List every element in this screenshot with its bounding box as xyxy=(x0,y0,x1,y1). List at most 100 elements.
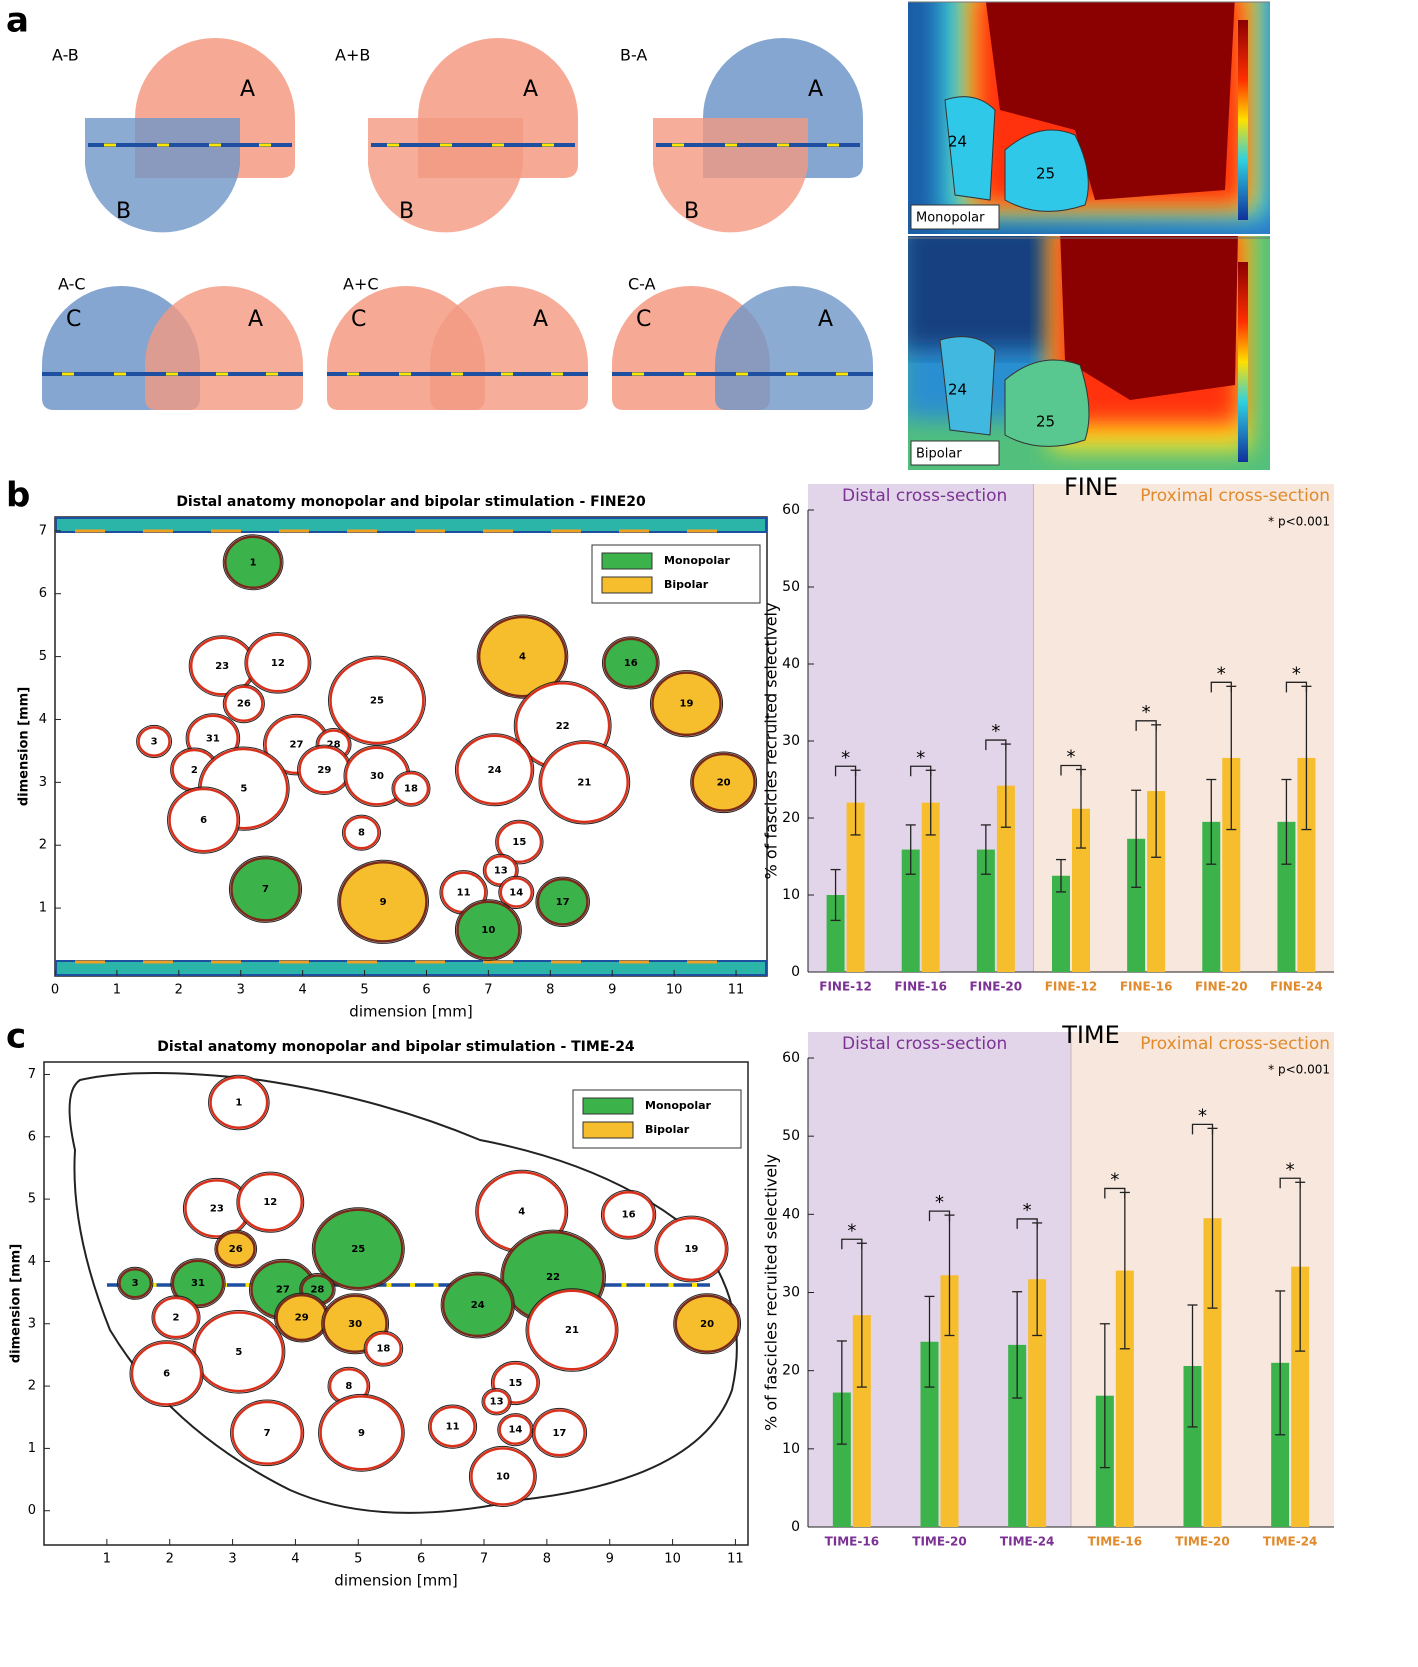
x-tick-label: FINE-12 xyxy=(1045,980,1098,994)
y-tick-label: 30 xyxy=(782,1285,800,1301)
bar xyxy=(1147,791,1166,972)
fascicle-label: 12 xyxy=(271,658,285,669)
fascicle-outline xyxy=(167,786,241,854)
fascicle-outline xyxy=(601,636,660,690)
significance-bracket xyxy=(910,765,932,777)
electrode xyxy=(55,960,767,976)
bar xyxy=(1028,1279,1047,1527)
bar xyxy=(1072,808,1090,972)
fascicle-outline xyxy=(498,875,535,910)
x-tick-label: 3 xyxy=(228,1552,236,1567)
fascicle-outline xyxy=(454,899,522,961)
fascicle-outline xyxy=(328,655,426,746)
x-tick-label: TIME-16 xyxy=(1088,1535,1142,1549)
fascicle xyxy=(602,1191,655,1239)
fascicle-label: 3 xyxy=(151,736,158,747)
chart-title: Distal anatomy monopolar and bipolar sti… xyxy=(176,494,646,510)
legend-swatch xyxy=(582,1097,634,1115)
fascicle xyxy=(499,876,533,908)
heatmap-monopolar xyxy=(908,2,1270,234)
heatmap-label-box xyxy=(910,204,1000,230)
significance-bracket xyxy=(1210,681,1232,693)
fascicle xyxy=(456,900,521,960)
fascicle xyxy=(364,1332,402,1366)
chart-title: Distal anatomy monopolar and bipolar sti… xyxy=(157,1039,635,1055)
significance-bracket xyxy=(1279,1177,1301,1189)
annotation: * p<0.001 xyxy=(1268,515,1330,529)
x-tick-label: TIME-20 xyxy=(912,1535,966,1549)
contact xyxy=(410,1283,415,1287)
y-tick-label: 4 xyxy=(28,1254,36,1269)
fascicle xyxy=(526,1289,618,1371)
x-tick-label: 8 xyxy=(543,1552,551,1567)
fascicle xyxy=(441,1272,514,1338)
fascicle-label: 15 xyxy=(512,837,526,848)
fascicle-label: 26 xyxy=(237,699,251,710)
bar xyxy=(1297,757,1316,972)
fascicle xyxy=(224,535,283,589)
contact xyxy=(645,1283,650,1287)
y-tick-label: 2 xyxy=(28,1379,36,1394)
y-tick-label: 50 xyxy=(782,579,800,595)
venn-label: A xyxy=(523,77,538,102)
x-tick-label: 2 xyxy=(166,1552,174,1567)
fascicle xyxy=(482,1389,511,1415)
fascicle-label: 24 xyxy=(488,765,502,776)
bar xyxy=(921,802,940,972)
fascicle xyxy=(215,1230,256,1268)
y-tick-label: 0 xyxy=(791,1519,800,1535)
x-tick-label: 1 xyxy=(103,1552,111,1567)
fascicle-outline xyxy=(649,670,724,738)
bar xyxy=(996,785,1015,972)
fascicle-outline xyxy=(363,1330,404,1367)
x-tick-label: 6 xyxy=(417,1552,425,1567)
legend-swatch xyxy=(582,1121,634,1139)
fascicle xyxy=(137,726,171,757)
fascicle-label: 4 xyxy=(518,1207,525,1218)
fascicle-label: 14 xyxy=(509,887,523,898)
fascicle-label: 24 xyxy=(948,381,967,399)
fascicle-label: 4 xyxy=(519,652,526,663)
fascicle xyxy=(313,1208,404,1290)
venn-title: C-A xyxy=(628,275,656,294)
bar xyxy=(976,849,995,972)
x-tick-label: 6 xyxy=(422,983,430,998)
fascicle-label: 28 xyxy=(327,740,341,751)
y-tick-label: 40 xyxy=(782,656,800,672)
significance-label: * xyxy=(991,721,1000,742)
fascicle-outline xyxy=(600,1189,657,1240)
venn-title: B-A xyxy=(620,46,647,65)
bar xyxy=(940,1275,959,1527)
venn-label: A xyxy=(533,307,548,332)
significance-label: * xyxy=(935,1192,944,1213)
x-tick-label: 5 xyxy=(354,1552,362,1567)
legend-swatch xyxy=(601,576,653,594)
fascicle-outline xyxy=(525,1288,619,1372)
fascicle-label: 9 xyxy=(358,1428,365,1439)
fascicle-label: 20 xyxy=(700,1319,714,1330)
y-tick-label: 10 xyxy=(782,887,800,903)
x-tick-label: 7 xyxy=(484,983,492,998)
y-tick-label: 1 xyxy=(28,1441,36,1456)
fascicle-label: 25 xyxy=(351,1244,365,1255)
bar xyxy=(1127,838,1146,972)
significance-label: * xyxy=(1142,702,1151,723)
fascicle-label: 21 xyxy=(565,1325,579,1336)
fascicle-label: 17 xyxy=(552,1428,566,1439)
significance-label: * xyxy=(847,1220,856,1241)
fascicle xyxy=(237,1172,303,1232)
fascicle-label: 12 xyxy=(263,1197,277,1208)
y-tick-label: 0 xyxy=(28,1503,36,1518)
heatmap-label: Monopolar xyxy=(916,211,985,226)
annotation: * p<0.001 xyxy=(1268,1063,1330,1077)
fascicle-outline xyxy=(497,1413,534,1447)
fascicle-outline xyxy=(341,814,381,851)
venn-shape xyxy=(368,118,523,233)
y-tick-label: 0 xyxy=(791,964,800,980)
x-tick-label: 9 xyxy=(606,1552,614,1567)
fascicle-label: 1 xyxy=(250,557,257,568)
fascicle-label: 18 xyxy=(404,784,418,795)
venn-title: A+C xyxy=(343,275,379,294)
significance-bracket xyxy=(1135,720,1157,731)
